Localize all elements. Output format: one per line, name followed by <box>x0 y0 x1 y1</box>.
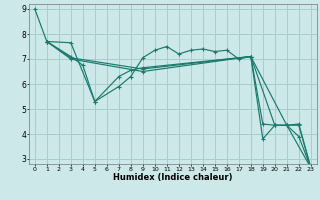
X-axis label: Humidex (Indice chaleur): Humidex (Indice chaleur) <box>113 173 233 182</box>
